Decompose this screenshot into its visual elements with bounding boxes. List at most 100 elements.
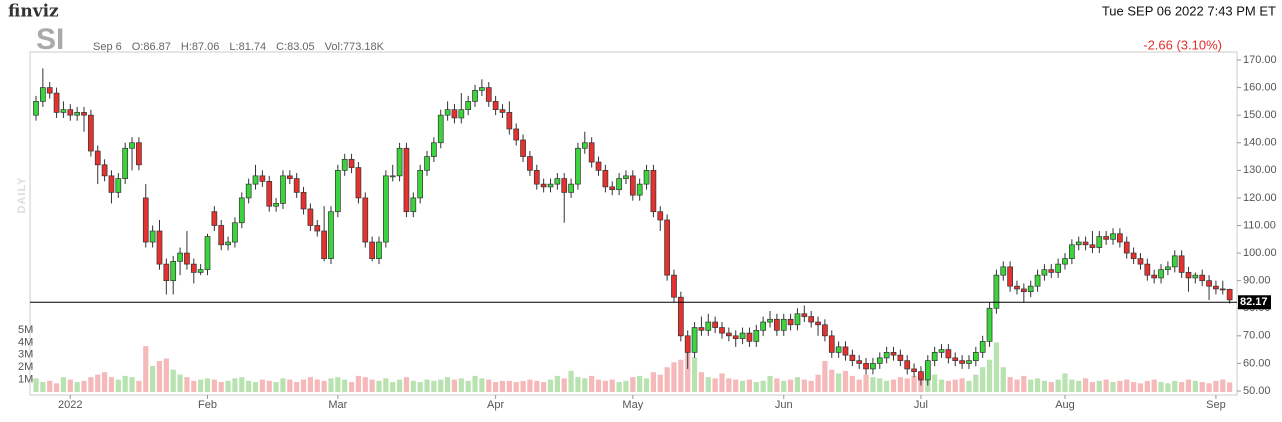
- volume-bar: [1131, 382, 1137, 392]
- x-tick-label: Sep: [1206, 399, 1226, 411]
- volume-bar: [966, 380, 972, 392]
- y-tick-label: 50.00: [1243, 385, 1271, 397]
- volume-bar: [877, 378, 883, 392]
- x-tick-label: May: [622, 399, 643, 411]
- volume-bar: [493, 382, 499, 392]
- candle-body: [1000, 266, 1007, 276]
- volume-bar: [698, 372, 705, 392]
- volume-bar: [108, 377, 115, 392]
- volume-bar: [856, 379, 862, 392]
- candle-body: [238, 197, 245, 224]
- volume-tick-label: 3M: [18, 349, 33, 361]
- candle-body: [1158, 269, 1164, 279]
- candle-body: [1007, 266, 1013, 287]
- candle-body: [870, 363, 876, 370]
- candle-body: [506, 112, 513, 130]
- candle-body: [1219, 288, 1226, 291]
- volume-bar: [266, 380, 272, 392]
- volume-bar: [33, 378, 39, 392]
- candle-body: [33, 101, 39, 116]
- volume-bar: [472, 375, 478, 392]
- volume-bar: [1028, 379, 1034, 392]
- volume-bar: [417, 382, 423, 392]
- volume-bar: [486, 379, 492, 392]
- volume-tick-label: 5M: [18, 324, 33, 336]
- candle-body: [40, 87, 46, 102]
- volume-bar: [1048, 382, 1054, 392]
- y-tick-label: 160.00: [1243, 81, 1277, 93]
- volume-bar: [362, 377, 368, 392]
- volume-bar: [1103, 379, 1109, 392]
- candle-body: [444, 109, 451, 116]
- candle-body: [197, 269, 204, 273]
- candle-body: [122, 147, 129, 179]
- candle-body: [1048, 269, 1055, 273]
- volume-bar: [726, 378, 732, 392]
- volume-bar: [67, 379, 73, 392]
- candle-body: [129, 142, 135, 149]
- candle-body: [1034, 274, 1041, 287]
- candle-body: [1014, 285, 1020, 290]
- candle-body: [458, 109, 465, 119]
- timeframe: DAILY: [16, 177, 28, 214]
- candle-body: [712, 321, 718, 328]
- volume-bar: [1158, 382, 1164, 392]
- candle-body: [156, 230, 163, 265]
- volume-bar: [102, 372, 108, 392]
- candle-body: [266, 181, 273, 207]
- candle-body: [677, 296, 684, 337]
- candle-body: [822, 324, 828, 337]
- volume-bar: [986, 359, 993, 392]
- x-tick-label: Apr: [487, 399, 504, 411]
- volume-bar: [390, 382, 396, 392]
- volume-bar: [863, 374, 869, 392]
- candle-body: [732, 335, 739, 339]
- info-open: O:86.87: [132, 41, 171, 53]
- x-tick-label: Feb: [198, 399, 217, 411]
- candle-body: [918, 371, 924, 381]
- volume-bar: [321, 380, 327, 392]
- logo[interactable]: finviz: [8, 2, 59, 22]
- candle-body: [568, 183, 574, 193]
- volume-bar: [1172, 380, 1178, 392]
- volume-bar: [53, 383, 60, 392]
- volume-bar: [589, 375, 595, 392]
- candle-body: [81, 112, 87, 116]
- candle-body: [575, 147, 581, 185]
- volume-bar: [287, 379, 293, 392]
- volume-bar: [177, 374, 183, 392]
- volume-bar: [842, 370, 849, 392]
- volume-bar: [1185, 379, 1192, 392]
- volume-bar: [431, 380, 437, 392]
- volume-bar: [1144, 380, 1150, 392]
- volume-bar: [232, 378, 238, 392]
- volume-bar: [630, 377, 636, 392]
- volume-bar: [705, 377, 711, 392]
- volume-bar: [595, 379, 602, 392]
- volume-bar: [294, 382, 300, 392]
- volume-bar: [211, 379, 217, 392]
- volume-bar: [1055, 379, 1061, 392]
- volume-bar: [664, 367, 670, 392]
- candle-body: [225, 241, 231, 246]
- y-tick-label: 120.00: [1243, 192, 1277, 204]
- candle-body: [1185, 272, 1192, 279]
- candle-body: [945, 349, 952, 359]
- candle-body: [691, 327, 698, 353]
- volume-bar: [348, 382, 355, 392]
- candle-body: [328, 211, 334, 259]
- candle-body: [396, 147, 403, 177]
- candle-body: [46, 87, 53, 94]
- volume-bar: [1076, 380, 1082, 392]
- candle-body: [136, 142, 142, 166]
- volume-bar: [678, 359, 684, 392]
- volume-bar: [829, 369, 835, 392]
- volume-bar: [95, 374, 101, 392]
- volume-bar: [980, 367, 986, 392]
- candle-body: [794, 313, 801, 326]
- info-low: L:81.74: [229, 41, 266, 53]
- volume-bar: [911, 375, 917, 392]
- candle-body: [177, 252, 183, 262]
- candle-body: [1171, 255, 1178, 268]
